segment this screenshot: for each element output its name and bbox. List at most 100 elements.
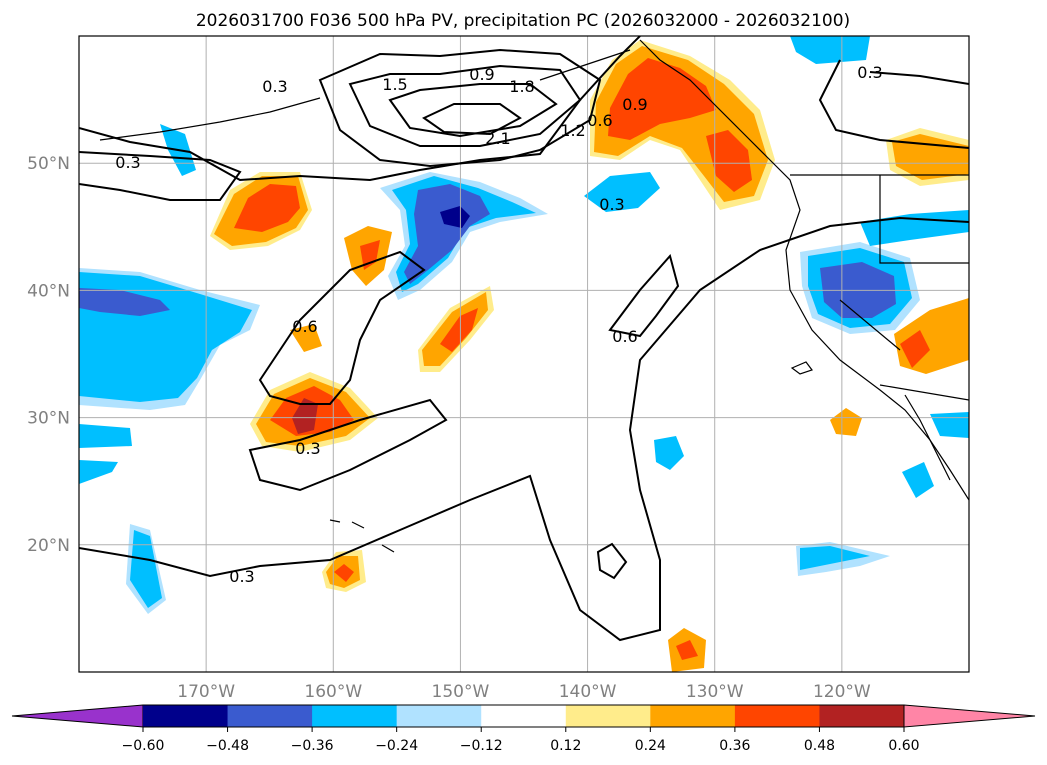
neg-anomaly-central-core bbox=[404, 184, 490, 284]
colorbar-segment bbox=[819, 705, 905, 727]
lat-tick-label: 40°N bbox=[27, 281, 70, 301]
colorbar-tick-label: −0.48 bbox=[206, 738, 249, 754]
pv-contour-2.1 bbox=[422, 103, 522, 136]
lon-tick-label: 160°W bbox=[304, 682, 362, 702]
pos-anomaly-south-hawaii-core bbox=[334, 564, 354, 582]
colorbar-tick-label: −0.36 bbox=[291, 738, 334, 754]
neg-anomaly-southwest-1 bbox=[79, 424, 132, 448]
pv-contour-label: 1.2 bbox=[560, 121, 585, 140]
pv-contours bbox=[79, 36, 969, 642]
colorbar-segment bbox=[734, 705, 820, 727]
colorbar-segment bbox=[396, 705, 482, 727]
state-line-1 bbox=[879, 175, 969, 264]
pv-contour-0.6-south bbox=[608, 253, 680, 338]
neg-anomaly-gulf bbox=[584, 172, 660, 212]
pv-contour-label: 0.3 bbox=[295, 439, 320, 458]
pv-contour-label: 0.3 bbox=[262, 77, 287, 96]
pv-contour-1.5 bbox=[348, 64, 582, 147]
longitude-tick-labels: 170°W 160°W 150°W 140°W 130°W 120°W bbox=[177, 682, 871, 702]
coastlines bbox=[99, 39, 969, 553]
pv-contour-0.3-north bbox=[79, 36, 641, 182]
colorbar-segment bbox=[565, 705, 651, 727]
pos-anomaly-south-2-core bbox=[676, 640, 698, 660]
north-america-coast bbox=[639, 39, 969, 501]
colorbar-outline bbox=[143, 704, 904, 728]
pv-contour-label: 0.3 bbox=[115, 153, 140, 172]
pv-contour-label: 0.3 bbox=[857, 63, 882, 82]
pos-anomaly-central-south-core bbox=[440, 308, 478, 352]
pos-anomaly-east-2-core bbox=[900, 330, 930, 368]
colorbar-tick-label: −0.12 bbox=[460, 738, 503, 754]
lon-tick-label: 130°W bbox=[686, 682, 744, 702]
lat-tick-label: 50°N bbox=[27, 154, 70, 174]
pv-contour-0.3-loop bbox=[79, 151, 242, 201]
pos-anomaly-hawaii-north-peak bbox=[292, 398, 318, 434]
pos-anomaly-small-2 bbox=[290, 324, 322, 352]
colorbar-tick-label: 0.24 bbox=[635, 738, 666, 754]
pv-contour-labels: 0.3 0.3 0.3 0.3 0.3 0.3 0.6 0.6 0.6 0.9 0.9 1.2 1.5 1… bbox=[115, 63, 882, 586]
pv-contour-label: 0.9 bbox=[469, 65, 494, 84]
neg-anomaly-southwest-2 bbox=[79, 460, 118, 484]
colorbar: −0.60 −0.48 −0.36 −0.24 −0.12 0.12 0.24 0.36 0.4… bbox=[11, 704, 1036, 754]
map-frame bbox=[78, 35, 970, 673]
aleutians bbox=[99, 97, 321, 141]
pv-contour-label: 1.5 bbox=[382, 75, 407, 94]
pos-anomaly-coast bbox=[706, 130, 752, 192]
colorbar-segment bbox=[143, 705, 229, 727]
colorbar-segment bbox=[312, 705, 398, 727]
pv-contour-0.3-big bbox=[79, 216, 969, 642]
lon-tick-label: 170°W bbox=[177, 682, 235, 702]
plot-title: 2026031700 F036 500 hPa PV, precipitatio… bbox=[196, 11, 850, 31]
lon-tick-label: 150°W bbox=[432, 682, 490, 702]
colorbar-tick-label: −0.60 bbox=[122, 738, 165, 754]
pv-contour-0.6 bbox=[258, 250, 426, 405]
pv-contour-label: 2.1 bbox=[485, 129, 510, 148]
precipitation-anomaly-shading bbox=[79, 36, 969, 672]
neg-anomaly-mexico bbox=[902, 462, 934, 498]
state-line-2 bbox=[839, 299, 901, 351]
colorbar-tick-label: 0.36 bbox=[719, 738, 750, 754]
colorbar-tick-label: 0.12 bbox=[550, 738, 581, 754]
neg-anomaly-top-right bbox=[790, 36, 870, 64]
pos-anomaly-small-north-core bbox=[360, 240, 380, 270]
neg-anomaly-south-east-mid bbox=[800, 546, 870, 570]
colorbar-segment bbox=[481, 705, 567, 727]
neg-anomaly-west-band-core bbox=[79, 288, 170, 316]
neg-anomaly-baja bbox=[930, 412, 969, 438]
neg-anomaly-small-1 bbox=[654, 436, 684, 470]
pv-contour-0.3-ne-top bbox=[869, 71, 969, 85]
neg-anomaly-central-peak bbox=[440, 206, 470, 228]
latitude-tick-labels: 20°N 30°N 40°N 50°N bbox=[27, 154, 70, 556]
colorbar-segment bbox=[650, 705, 736, 727]
colorbar-segment bbox=[227, 705, 313, 727]
baja-coast bbox=[904, 394, 951, 481]
pv-contour-small-loop bbox=[596, 542, 628, 580]
map-gridlines bbox=[79, 36, 969, 672]
alaska-peninsula bbox=[539, 49, 631, 81]
lat-tick-label: 30°N bbox=[27, 409, 70, 429]
pv-contour-label: 0.9 bbox=[622, 95, 647, 114]
colorbar-tick-label: −0.24 bbox=[375, 738, 418, 754]
pv-contour-label: 1.8 bbox=[509, 77, 534, 96]
island-east bbox=[790, 361, 813, 375]
pos-anomaly-north-west-core bbox=[234, 184, 300, 232]
lon-tick-label: 120°W bbox=[813, 682, 871, 702]
neg-anomaly-south-west-mid bbox=[130, 530, 162, 608]
pv-contour-label: 0.3 bbox=[229, 567, 254, 586]
pv-contour-0.3-ne bbox=[818, 59, 969, 149]
pos-anomaly-small-east bbox=[830, 408, 862, 436]
pv-contour-0.3-south bbox=[248, 398, 448, 492]
pv-contour-label: 0.6 bbox=[612, 327, 637, 346]
pv-contour-label: 0.3 bbox=[599, 195, 624, 214]
colorbar-extend-high bbox=[903, 704, 1036, 728]
map-panel: 0.3 0.3 0.3 0.3 0.3 0.3 0.6 0.6 0.6 0.9 0.9 1.2 1.5 1… bbox=[79, 36, 969, 672]
pv-contour-1.8 bbox=[388, 83, 558, 138]
lon-tick-label: 140°W bbox=[559, 682, 617, 702]
hawaii-islands bbox=[329, 519, 395, 553]
pv-contour-label: 0.6 bbox=[587, 111, 612, 130]
pv-contour-label: 0.6 bbox=[292, 317, 317, 336]
colorbar-extend-low bbox=[11, 704, 144, 728]
colorbar-tick-label: 0.48 bbox=[804, 738, 835, 754]
pos-anomaly-alaska-core bbox=[608, 58, 716, 140]
